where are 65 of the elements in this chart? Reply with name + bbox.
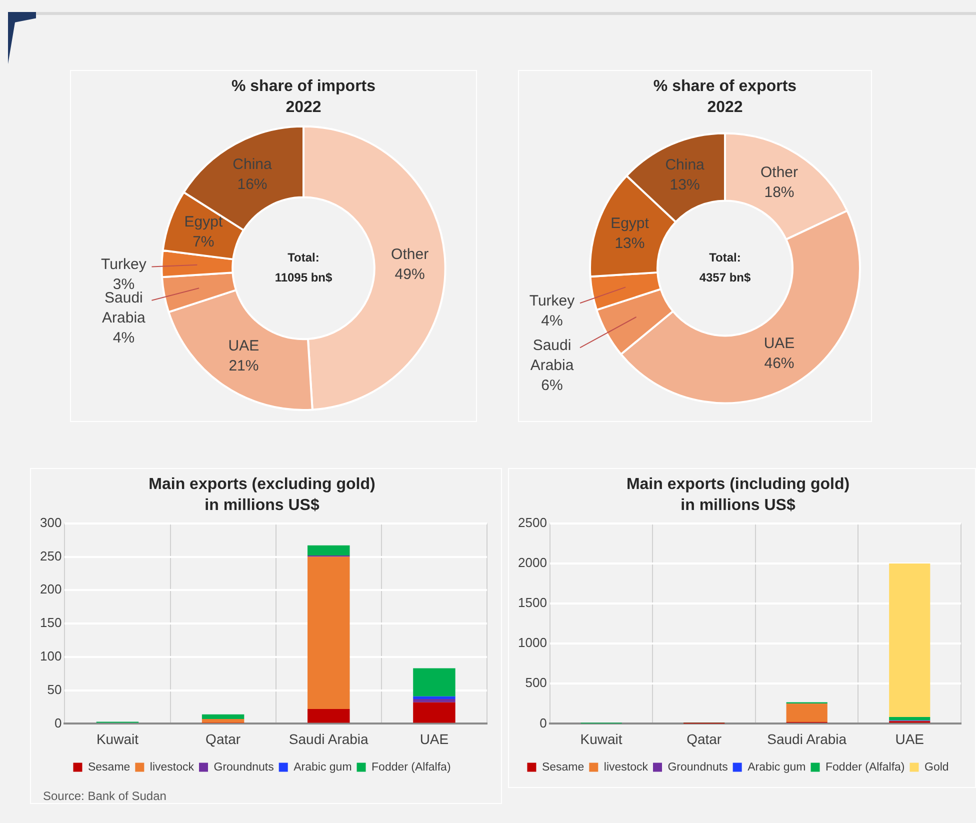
x-tick-label: UAE (895, 730, 924, 747)
y-tick-label: 300 (40, 514, 62, 530)
data-label: 4% (112, 330, 135, 347)
text: Total: 4357 bn$ (699, 250, 751, 285)
chart-title: Main exports (excluding gold) (148, 476, 376, 494)
legend-label: livestock (604, 761, 648, 774)
x-tick-label: Kuwait (96, 730, 139, 747)
slice-label: Other (391, 246, 429, 263)
text: Total: 11095 bn$ (274, 250, 333, 285)
slice-label: Turkey (529, 292, 576, 310)
slice-label: Saudi Arabia (530, 336, 574, 374)
y-tick-label: 500 (525, 675, 547, 690)
legend-label: Gold (924, 761, 949, 774)
chart-subtitle: 2022 (707, 99, 743, 116)
data-label: 6% (541, 376, 563, 394)
chart-subtitle: 2022 (286, 99, 322, 116)
data-label: 21% (228, 357, 259, 374)
y-tick-label: 50 (47, 682, 62, 697)
y-tick-label: 1000 (518, 635, 547, 650)
x-tick-label: Saudi Arabia (288, 730, 369, 747)
slice-label: UAE (228, 337, 260, 354)
legend-label: Sesame (88, 761, 130, 774)
x-tick-label: Kuwait (580, 730, 622, 747)
data-label: 13% (670, 176, 700, 194)
x-tick-label: Qatar (686, 730, 722, 747)
data-label: 46% (764, 354, 794, 372)
slice-label: Turkey (101, 256, 147, 273)
legend-label: livestock (150, 761, 194, 774)
y-tick-label: 1500 (518, 595, 547, 610)
data-label: 7% (192, 233, 214, 250)
legend-label: Fodder (Alfalfa) (372, 761, 451, 774)
chart-title: % share of imports (231, 78, 376, 96)
legend-label: Arabic gum (748, 761, 806, 774)
y-tick-label: 200 (40, 582, 62, 597)
legend-label: Fodder (Alfalfa) (826, 761, 905, 774)
legend-label: Sesame (542, 761, 584, 774)
chart-title: Main exports (including gold) (626, 476, 850, 494)
legend-label: Arabic gum (294, 761, 352, 774)
source-note: Source: Bank of Sudan (42, 789, 168, 803)
y-tick-label: 0 (54, 715, 62, 730)
slice-label: Egypt (184, 213, 224, 230)
x-tick-label: Saudi Arabia (767, 730, 847, 747)
y-tick-label: 0 (540, 715, 547, 730)
y-tick-label: 150 (40, 615, 62, 630)
y-tick-label: 2500 (518, 514, 547, 530)
data-label: 4% (541, 312, 563, 330)
slice-label: Egypt (610, 215, 650, 232)
y-tick-label: 100 (40, 648, 62, 664)
y-tick-label: 250 (40, 548, 62, 564)
x-tick-label: UAE (420, 730, 449, 747)
slice-label: China (232, 156, 273, 174)
x-tick-label: Qatar (206, 730, 241, 747)
chart-subtitle: in millions US$ (680, 497, 796, 514)
data-label: 16% (237, 176, 268, 194)
data-label: 18% (764, 184, 794, 201)
y-tick-label: 2000 (518, 555, 547, 570)
chart-subtitle: in millions US$ (204, 497, 320, 514)
slice-label: China (665, 156, 706, 174)
slice-label: Other (760, 164, 798, 181)
chart-title: % share of exports (653, 78, 797, 96)
legend-label: Groundnuts (668, 761, 728, 774)
slice-label: UAE (764, 334, 795, 352)
legend-label: Groundnuts (214, 761, 274, 774)
data-label: 49% (394, 266, 425, 283)
data-label: 13% (614, 235, 645, 252)
